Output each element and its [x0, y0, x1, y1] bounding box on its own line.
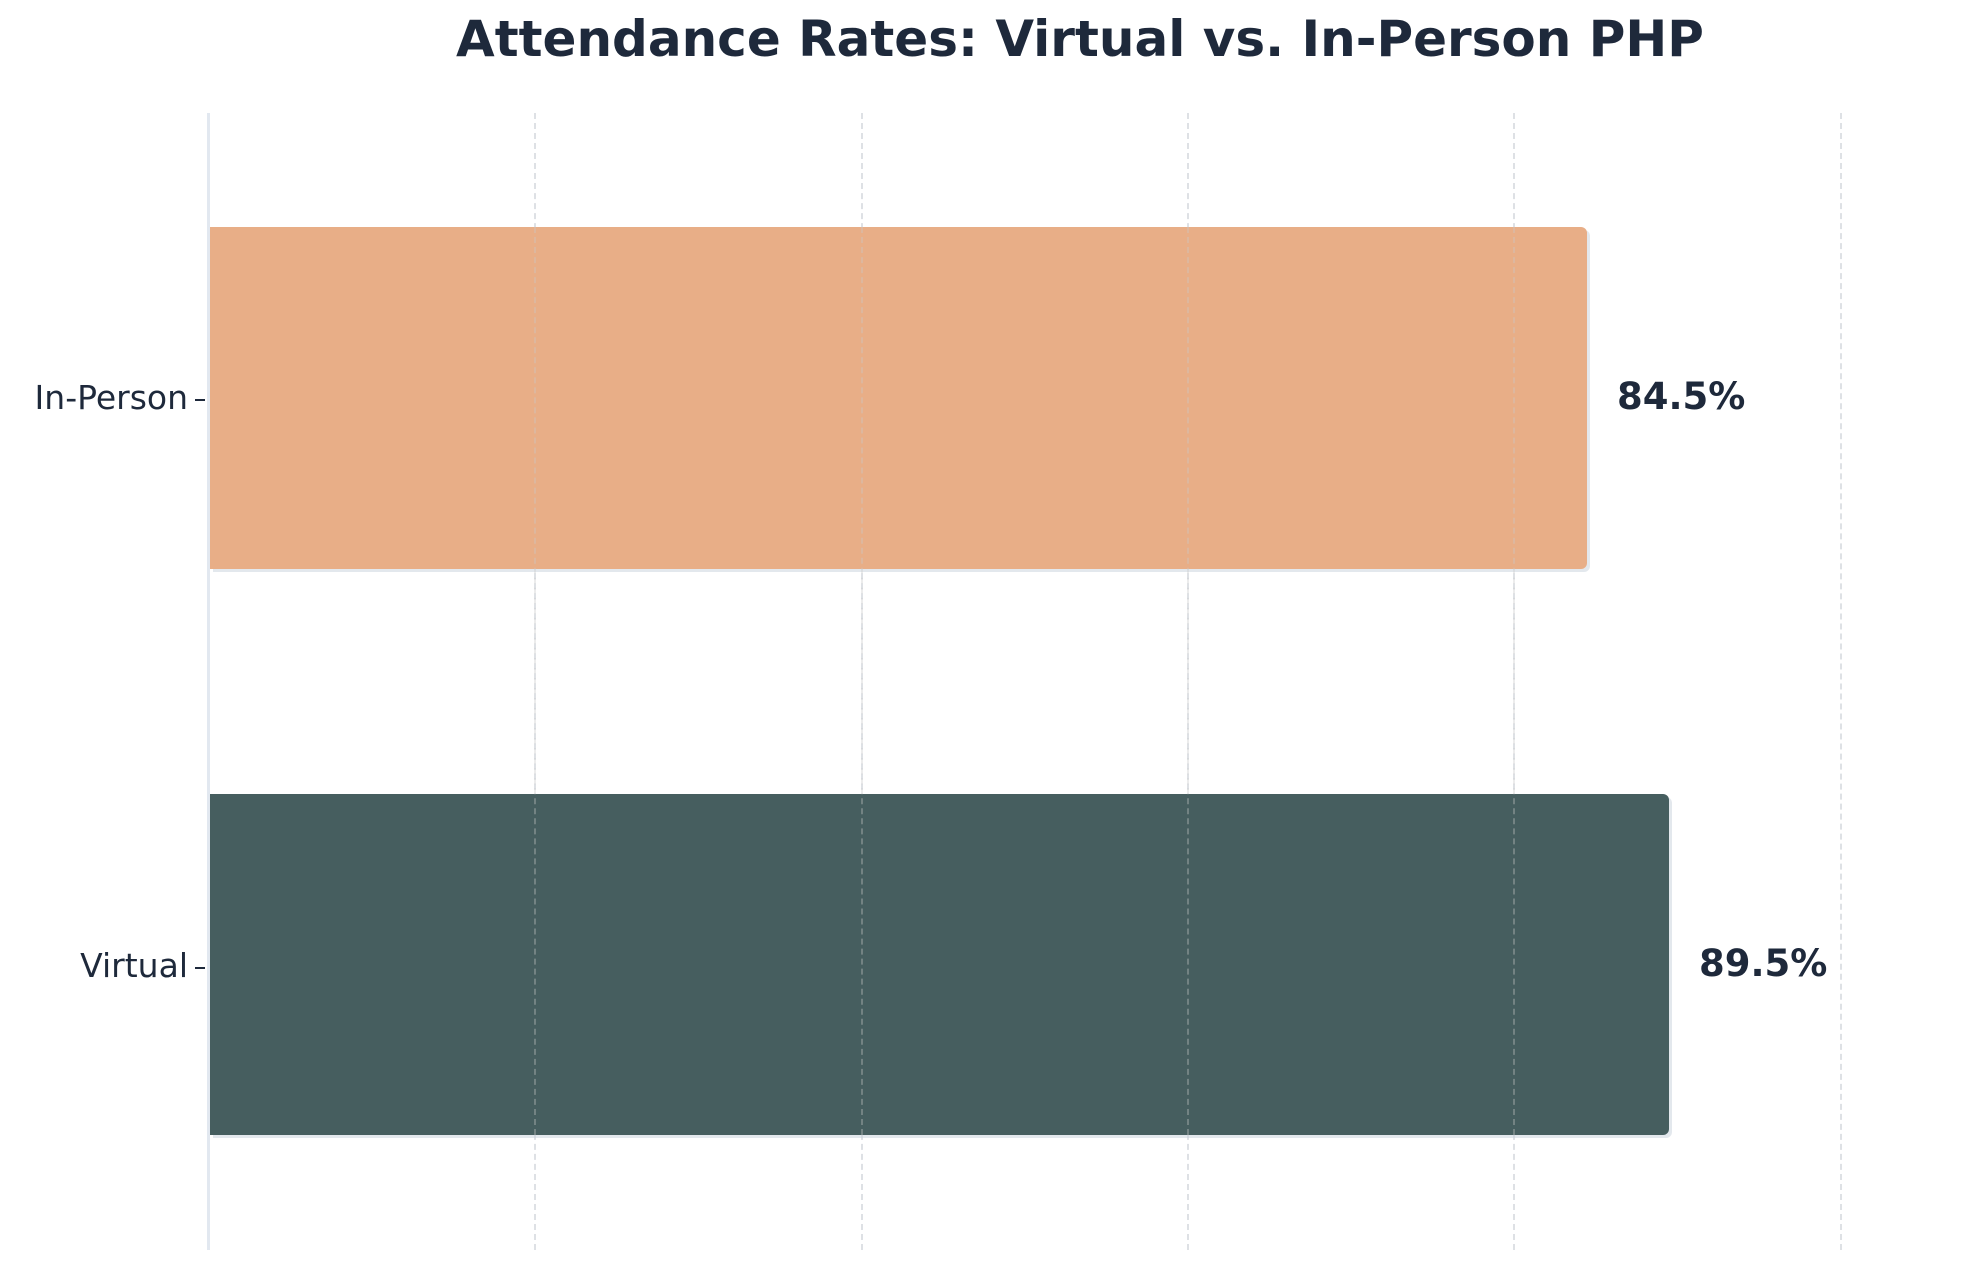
value-label-in-person: 84.5% [1617, 375, 1746, 418]
y-tick-mark-in-person [195, 399, 205, 401]
y-axis-line [207, 113, 210, 1250]
gridline-overlay-60 [1187, 227, 1189, 1135]
gridline-overlay-20 [534, 227, 536, 1135]
value-label-virtual: 89.5% [1699, 942, 1828, 985]
chart-title: Attendance Rates: Virtual vs. In-Person … [456, 10, 1704, 68]
y-tick-mark-virtual [195, 967, 205, 969]
bar-virtual [210, 794, 1669, 1135]
gridline-40 [861, 113, 863, 1250]
y-tick-label-in-person: In-Person [34, 378, 188, 417]
y-tick-label-virtual: Virtual [80, 946, 188, 985]
gridline-100 [1840, 113, 1842, 1250]
gridline-80 [1513, 113, 1515, 1250]
gridline-overlay-80 [1513, 227, 1515, 1135]
bar-in-person [210, 227, 1587, 569]
gridline-20 [534, 113, 536, 1250]
gridline-60 [1187, 113, 1189, 1250]
gridline-overlay-40 [861, 227, 863, 1135]
plot-area: 84.5% 89.5% [207, 113, 1967, 1250]
